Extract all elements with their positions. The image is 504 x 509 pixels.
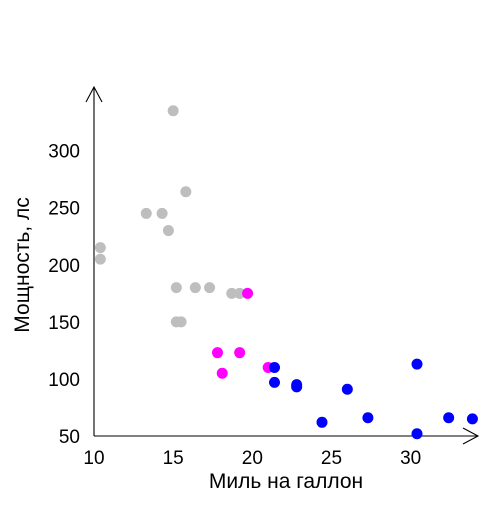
data-point: [341, 383, 353, 395]
data-point: [170, 282, 182, 294]
data-point: [162, 225, 174, 237]
x-tick-label: 25: [321, 448, 342, 469]
data-point: [269, 362, 280, 374]
data-point: [94, 242, 106, 254]
tick-labels: 10 15 20 25 30 50 100 150 200 250 300: [48, 142, 421, 469]
data-point: [411, 358, 423, 370]
data-point: [167, 105, 179, 117]
data-point: [269, 376, 280, 388]
y-tick-label: 200: [48, 256, 80, 277]
data-point: [316, 416, 328, 428]
y-tick-label: 150: [48, 313, 80, 334]
data-point: [234, 347, 246, 359]
x-axis-title: Миль на галлон: [209, 470, 363, 493]
data-point: [180, 186, 192, 198]
data-point: [226, 287, 238, 299]
y-axis-arrowhead: [85, 85, 103, 103]
x-tick-label: 20: [242, 448, 263, 469]
y-tick-label: 100: [48, 370, 80, 391]
y-axis-title: Мощность, лс: [11, 197, 34, 332]
data-point: [204, 282, 216, 294]
y-tick-label: 50: [59, 427, 80, 448]
data-point: [443, 412, 455, 424]
data-point: [189, 282, 201, 294]
data-point: [156, 207, 168, 219]
x-tick-label: 30: [400, 448, 421, 469]
data-point: [216, 367, 228, 379]
y-tick-label: 300: [48, 142, 80, 163]
data-points: [94, 105, 478, 440]
data-point: [212, 347, 223, 359]
data-point: [234, 287, 246, 299]
x-tick-label: 10: [83, 448, 104, 469]
data-point: [175, 316, 187, 328]
data-point: [362, 412, 374, 424]
x-tick-label: 15: [163, 448, 184, 469]
axes: [85, 85, 480, 445]
data-point: [140, 207, 152, 219]
data-point: [466, 413, 478, 425]
data-point: [411, 428, 423, 440]
data-point: [242, 287, 254, 299]
y-tick-label: 250: [48, 199, 80, 220]
data-point: [94, 253, 106, 265]
data-point: [291, 381, 303, 393]
x-axis-arrowhead: [462, 427, 480, 445]
